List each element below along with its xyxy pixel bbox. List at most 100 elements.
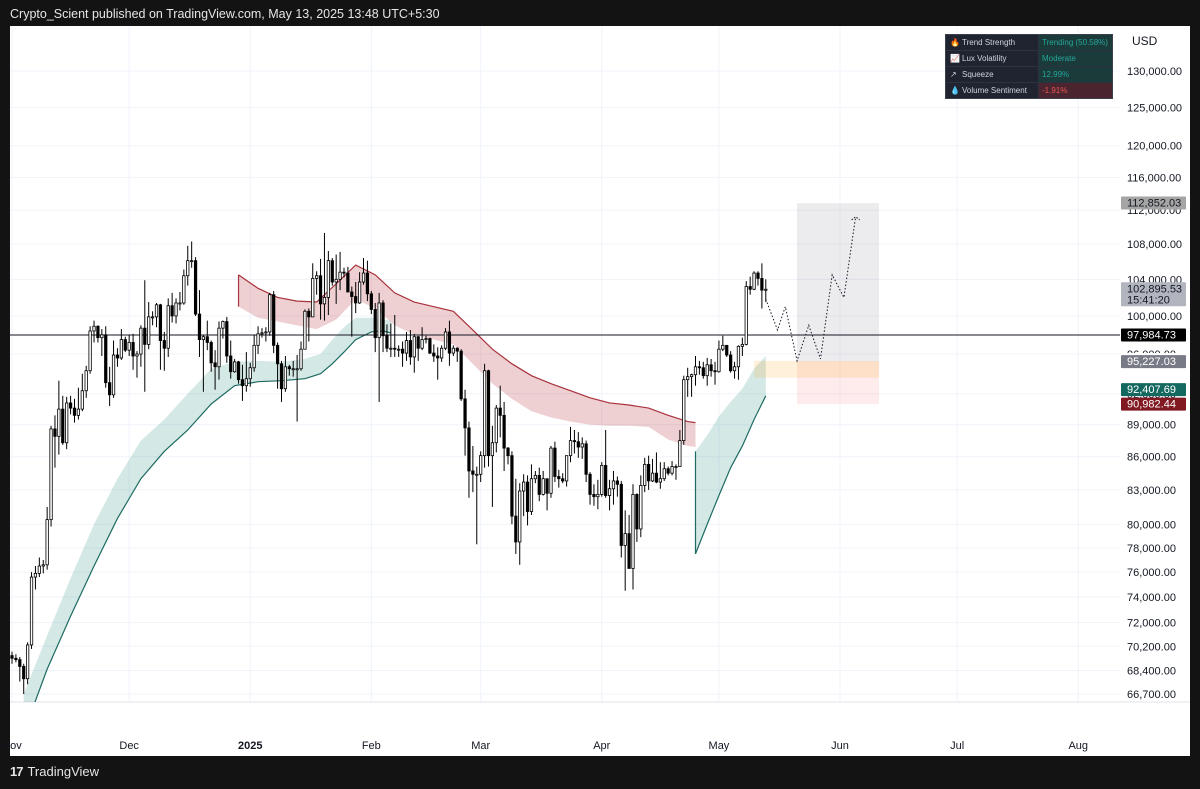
entry-zone (754, 360, 880, 378)
candle-body (233, 361, 237, 373)
price-label-tag (1121, 355, 1186, 369)
candle-body (553, 447, 557, 477)
candle-body (147, 316, 151, 345)
squeeze-icon: ↗ (950, 70, 957, 79)
candle-body (424, 338, 428, 341)
tradingview-brand[interactable]: 17 TradingView (10, 764, 99, 779)
candle-body (357, 281, 362, 304)
candle-body (498, 407, 502, 416)
candle-body (295, 368, 299, 371)
candle-body (596, 493, 600, 498)
candle-body (201, 336, 205, 340)
candle-body (397, 348, 401, 351)
x-tick-label: Feb (362, 740, 381, 752)
candle-body (287, 366, 291, 370)
candle-body (41, 564, 45, 567)
candle-body (600, 465, 604, 495)
x-tick-label: Mar (471, 740, 490, 752)
y-tick-label: 70,200.00 (1127, 641, 1176, 653)
candle-body (400, 348, 405, 354)
candle-body (736, 345, 741, 368)
candle-body (373, 309, 377, 339)
y-tick-label: 80,000.00 (1127, 519, 1176, 531)
candle-body (248, 367, 252, 380)
candle-body (80, 390, 84, 410)
candle-body (166, 305, 170, 349)
x-tick-label: Dec (119, 740, 139, 752)
candle-body (14, 657, 18, 661)
candle-body (576, 441, 580, 448)
candle-body (479, 455, 483, 475)
publisher-bar: Crypto_Scient published on TradingView.c… (0, 0, 1200, 26)
y-tick-label: 83,000.00 (1127, 485, 1176, 497)
x-tick-label: 2025 (238, 740, 262, 752)
candle-body (533, 474, 537, 480)
candle-body (135, 353, 139, 357)
y-tick-label: 76,000.00 (1127, 567, 1176, 579)
candle-body (139, 327, 143, 355)
candle-body (104, 334, 108, 384)
price-label: 95,227.03 (1127, 356, 1176, 368)
candle-body (33, 572, 38, 578)
y-tick-label: 74,000.00 (1127, 592, 1176, 604)
candle-body (584, 443, 588, 475)
candle-body (256, 333, 260, 346)
candle-body (22, 666, 26, 680)
candle-body (119, 339, 123, 359)
x-tick-label: Aug (1068, 740, 1088, 752)
candle-body (268, 294, 272, 333)
candle-body (420, 339, 424, 349)
candle-body (568, 440, 573, 457)
price-label: 102,895.53 (1127, 283, 1182, 295)
candle-body (170, 305, 174, 317)
candle-body (225, 321, 229, 357)
candle-body (674, 466, 678, 468)
candle-body (178, 302, 182, 305)
projection-path (765, 216, 857, 363)
frame-border (1190, 26, 1200, 756)
candle-body (529, 478, 534, 512)
candle-body (502, 414, 506, 449)
candle-body (96, 325, 100, 339)
candle-body (307, 310, 311, 318)
candle-body (549, 447, 553, 494)
candle-body (592, 493, 596, 498)
candle-body (57, 408, 61, 437)
candle-body (389, 347, 393, 350)
candle-body (611, 480, 616, 490)
candle-body (131, 342, 135, 357)
candle-body (72, 407, 77, 416)
candle-body (65, 402, 69, 444)
price-axis[interactable] (1120, 26, 1190, 733)
candle-body (84, 370, 88, 392)
upper-band-edge (238, 264, 696, 424)
candle-body (471, 470, 475, 475)
info-label: Volume Sentiment (962, 86, 1027, 95)
time-axis[interactable] (10, 733, 1190, 756)
candle-body (494, 407, 498, 444)
currency-label[interactable]: USD (1132, 34, 1158, 48)
candle-body (10, 655, 14, 659)
candle-body (342, 271, 346, 274)
price-label-tag (1121, 328, 1186, 342)
y-tick-label: 130,000.00 (1127, 66, 1182, 78)
candle-body (518, 490, 522, 543)
chart-area[interactable] (10, 26, 1120, 733)
y-tick-label: 108,000.00 (1127, 239, 1182, 251)
tradingview-logo-icon: 17 (10, 764, 24, 779)
lower-band (695, 355, 766, 554)
candle-body (236, 361, 241, 381)
candle-body (443, 331, 448, 349)
candle-body (693, 366, 698, 376)
candle-body (299, 348, 303, 370)
candle-body (315, 275, 319, 279)
candle-body (318, 275, 323, 305)
candle-body (158, 304, 163, 341)
candle-body (186, 260, 190, 277)
candle-body (350, 291, 354, 297)
price-label-tag (1121, 282, 1186, 307)
candle-body (381, 302, 385, 337)
candle-body (26, 644, 30, 680)
info-row: 🔥 Trend Strength Trending (50.58%) (946, 35, 1112, 51)
